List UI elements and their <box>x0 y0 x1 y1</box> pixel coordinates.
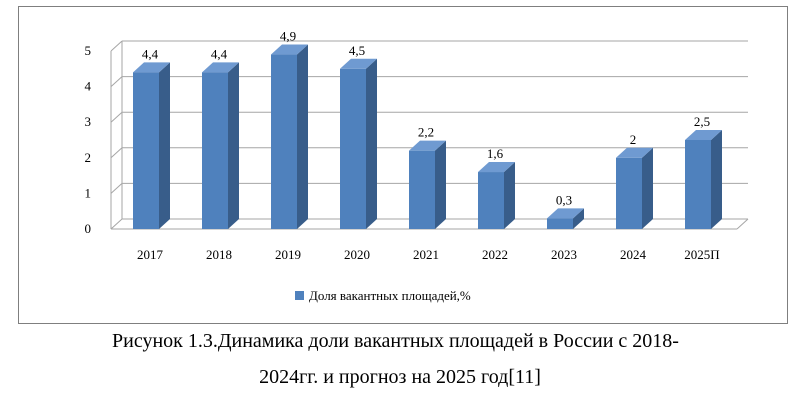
y-tick-label: 0 <box>85 221 92 236</box>
bar-front <box>271 54 297 230</box>
legend-swatch <box>295 291 304 300</box>
data-label: 4,9 <box>280 29 296 44</box>
data-label: 2,5 <box>694 114 710 129</box>
bar-top <box>271 44 308 55</box>
bar-side <box>642 147 653 229</box>
bar-front <box>547 218 573 229</box>
bar-side <box>435 140 446 229</box>
bar: 0,3 <box>547 192 584 229</box>
x-axis: 2017 2018 2019 2020 2021 2022 2023 2024 2025П <box>137 247 720 262</box>
x-tick-label: 2021 <box>413 247 439 262</box>
x-tick-label: 2023 <box>551 247 577 262</box>
gridline-side <box>110 76 123 87</box>
data-label: 2 <box>630 132 637 147</box>
y-tick-label: 4 <box>85 79 92 94</box>
bar-front <box>340 68 366 229</box>
bar-top <box>547 208 584 219</box>
data-label: 4,5 <box>349 43 365 58</box>
data-label: 4,4 <box>211 46 228 61</box>
x-tick-label: 2018 <box>206 247 232 262</box>
bar-top <box>133 62 170 73</box>
bar-side <box>366 58 377 229</box>
bar: 4,5 <box>340 43 377 229</box>
data-label: 0,3 <box>556 192 572 207</box>
floor-right-edge <box>736 218 749 230</box>
bar-front <box>478 172 504 229</box>
bar-top <box>340 58 377 69</box>
legend: Доля вакантных площадей,% <box>295 288 471 303</box>
y-axis: 0 1 2 3 4 5 <box>85 43 92 236</box>
x-tick-label: 2022 <box>482 247 508 262</box>
bar-side <box>159 62 170 229</box>
bar-front <box>616 157 642 229</box>
bar-front <box>685 140 711 229</box>
bar-top <box>478 162 515 173</box>
y-tick-label: 2 <box>85 150 92 165</box>
x-tick-label: 2025П <box>684 247 719 262</box>
gridline-side <box>110 218 123 230</box>
bar: 4,9 <box>271 29 308 230</box>
bar: 2,5 <box>685 114 722 229</box>
bar-side <box>297 44 308 230</box>
y-tick-label: 1 <box>85 185 92 200</box>
bar-top <box>409 140 446 151</box>
y-tick-label: 3 <box>85 114 92 129</box>
gridline-side <box>110 111 123 123</box>
bar-top <box>616 147 653 158</box>
data-label: 2,2 <box>418 125 434 140</box>
bars-layer: 4,4 4,4 4,9 4,5 2,2 1,6 0,3 2 2,5 <box>133 29 722 230</box>
x-tick-label: 2020 <box>344 247 370 262</box>
bar-front <box>409 150 435 229</box>
y-tick-label: 5 <box>85 43 92 58</box>
x-tick-label: 2019 <box>275 247 301 262</box>
gridline-side <box>110 147 123 159</box>
bar: 4,4 <box>202 46 239 229</box>
x-tick-label: 2024 <box>620 247 647 262</box>
bar: 1,6 <box>478 146 515 229</box>
bar-side <box>504 162 515 229</box>
bar-side <box>228 62 239 229</box>
x-tick-label: 2017 <box>137 247 164 262</box>
bar: 2,2 <box>409 125 446 229</box>
data-label: 4,4 <box>142 46 159 61</box>
bar: 4,4 <box>133 46 170 229</box>
figure-caption-line1: Рисунок 1.3.Динамика доли вакантных площ… <box>112 330 679 352</box>
bar-top <box>202 62 239 73</box>
gridline-side <box>110 183 123 194</box>
bar-side <box>573 208 584 229</box>
bar-front <box>133 72 159 229</box>
bar-front <box>202 72 228 229</box>
gridline-side <box>110 40 123 52</box>
bar-side <box>711 130 722 229</box>
legend-label: Доля вакантных площадей,% <box>309 288 471 303</box>
bar: 2 <box>616 132 653 229</box>
figure-caption-line2: 2024гг. и прогноз на 2025 год[11] <box>259 366 541 388</box>
bar-top <box>685 130 722 140</box>
data-label: 1,6 <box>487 146 504 161</box>
